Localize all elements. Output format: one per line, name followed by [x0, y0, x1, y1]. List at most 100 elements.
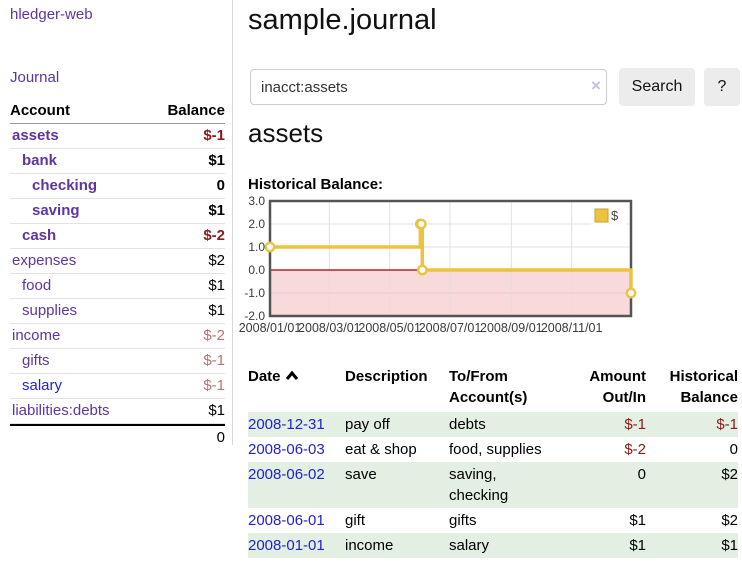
transaction-description: pay off — [345, 412, 449, 437]
account-column-header: Account — [10, 102, 70, 119]
svg-text:2008/03/01: 2008/03/01 — [298, 321, 361, 335]
transaction-row: 2008-06-03 eat & shop food, supplies $-2 0 — [248, 437, 738, 462]
register-rows: 2008-12-31 pay off debts $-1 $-1 2008-06-03 ea… — [248, 412, 738, 558]
svg-text:-1.0: -1.0 — [244, 286, 265, 300]
amount-column-header: Amount Out/In — [561, 364, 646, 412]
svg-text:0.0: 0.0 — [248, 263, 265, 277]
sidebar-account-row: supplies $1 — [10, 299, 225, 324]
transaction-amount: $-2 — [624, 441, 646, 458]
sidebar-account-balance: $2 — [208, 252, 225, 269]
sidebar-account-link[interactable]: checking — [32, 177, 98, 194]
transaction-description: gift — [345, 512, 366, 529]
transaction-balance: $1 — [646, 533, 738, 558]
svg-text:2008/09/01: 2008/09/01 — [480, 321, 543, 335]
sidebar-account-row: salary $-1 — [10, 374, 225, 399]
help-button[interactable]: ? — [704, 68, 740, 106]
transaction-amount: $-1 — [561, 412, 646, 437]
svg-text:-2.0: -2.0 — [244, 309, 265, 323]
svg-text:2008/11/01: 2008/11/01 — [541, 321, 603, 335]
transaction-balance: $2 — [721, 512, 738, 529]
sidebar-account-link[interactable]: income — [12, 327, 61, 344]
clear-search-icon[interactable]: × — [591, 76, 601, 95]
sidebar-account-balance: $-1 — [203, 352, 225, 369]
page-title: sample.journal — [248, 4, 437, 36]
sidebar-account-row: bank $1 — [10, 149, 225, 174]
sidebar-account-row: liabilities:debts $1 — [10, 399, 225, 424]
amount-header-line1: Amount — [589, 368, 646, 385]
sidebar-accounts-header: Account Balance — [10, 99, 225, 124]
tofrom-header-line2: Account(s) — [449, 389, 528, 406]
sidebar-account-row: saving $1 — [10, 199, 225, 224]
sidebar-account-row: food $1 — [10, 274, 225, 299]
svg-text:3.0: 3.0 — [248, 194, 265, 208]
sidebar-account-row: assets $-1 — [10, 124, 225, 149]
date-column-header[interactable]: Date — [248, 364, 345, 412]
historical-balance-chart: $3.0 2.0 1.0 0.0 -1.0 -2.02008/01/012008/03/0… — [239, 194, 637, 335]
sidebar-account-link[interactable]: assets — [12, 127, 59, 144]
transaction-accounts: food, supplies — [449, 441, 542, 458]
transaction-description: eat & shop — [345, 441, 417, 458]
transaction-date-link[interactable]: 2008-01-01 — [248, 537, 325, 554]
transaction-description: save — [345, 462, 449, 508]
sidebar-account-link[interactable]: salary — [22, 377, 63, 394]
sidebar-account-row: checking 0 — [10, 174, 225, 199]
transaction-description: income — [345, 533, 449, 558]
sidebar-account-link[interactable]: cash — [22, 227, 57, 244]
svg-text:2.0: 2.0 — [248, 217, 265, 231]
svg-text:2008/05/01: 2008/05/01 — [358, 321, 421, 335]
transaction-accounts: debts — [449, 412, 561, 437]
chart-title: Historical Balance: — [248, 176, 384, 193]
date-header-label: Date — [248, 368, 281, 385]
sidebar-total-balance: 0 — [216, 429, 225, 446]
svg-text:2008/07/01: 2008/07/01 — [419, 321, 482, 335]
svg-text:$: $ — [611, 208, 619, 223]
balance-header-line1: Historical — [669, 368, 738, 385]
sidebar-account-balance: $1 — [208, 152, 225, 169]
balance-header-line2: Balance — [680, 389, 738, 406]
transaction-accounts: saving, checking — [449, 462, 561, 508]
balance-column-header: Balance — [167, 102, 225, 119]
transaction-row: 2008-06-01 gift gifts $1 $2 — [248, 508, 738, 533]
sort-ascending-icon — [285, 366, 299, 387]
transaction-date-link[interactable]: 2008-12-31 — [248, 416, 325, 433]
sidebar-account-link[interactable]: supplies — [22, 302, 78, 319]
sidebar-account-row: expenses $2 — [10, 249, 225, 274]
transaction-amount: 0 — [561, 462, 646, 508]
sidebar-account-link[interactable]: food — [22, 277, 52, 294]
transaction-date-link[interactable]: 2008-06-02 — [248, 466, 325, 483]
search-button[interactable]: Search — [619, 68, 695, 106]
transaction-date-link[interactable]: 2008-06-01 — [248, 512, 325, 529]
search-input[interactable] — [250, 69, 607, 105]
historical-balance-chart-wrap: $3.0 2.0 1.0 0.0 -1.0 -2.0 2008/01/01 2008/03/0… — [239, 194, 643, 346]
sidebar-account-link[interactable]: expenses — [12, 252, 77, 269]
sidebar-account-balance: $1 — [208, 402, 225, 419]
sidebar: hledger-web Journal Account Balance asse… — [0, 0, 233, 446]
tofrom-column-header: To/From Account(s) — [449, 364, 561, 412]
sidebar-account-link[interactable]: saving — [32, 202, 80, 219]
account-heading: assets — [248, 118, 324, 148]
tofrom-header-line1: To/From — [449, 368, 508, 385]
sidebar-accounts: assets $-1 bank $1 checking 0 saving $1 cash $-2 e… — [10, 124, 225, 424]
transaction-row: 2008-06-02 save saving, checking 0 $2 — [248, 462, 738, 508]
sidebar-account-link[interactable]: liabilities:debts — [12, 402, 110, 419]
transaction-row: 2008-12-31 pay off debts $-1 $-1 — [248, 412, 738, 437]
svg-text:1.0: 1.0 — [248, 240, 265, 254]
transaction-amount: $1 — [561, 533, 646, 558]
sidebar-account-row: gifts $-1 — [10, 349, 225, 374]
transaction-accounts: gifts — [449, 512, 477, 529]
sidebar-account-balance: $-2 — [203, 227, 225, 244]
register-table: Date Description To/From Account(s) Amou… — [248, 364, 738, 558]
sidebar-item-journal[interactable]: Journal — [10, 69, 60, 86]
transaction-amount: $1 — [629, 512, 646, 529]
transaction-balance: 0 — [729, 441, 738, 458]
sidebar-account-row: cash $-2 — [10, 224, 225, 249]
description-column-header: Description — [345, 368, 428, 385]
sidebar-account-balance: 0 — [216, 177, 225, 194]
sidebar-account-balance: $-1 — [203, 127, 225, 144]
sidebar-account-link[interactable]: gifts — [22, 352, 50, 369]
app-title-link[interactable]: hledger-web — [10, 6, 93, 23]
transaction-date-link[interactable]: 2008-06-03 — [248, 441, 325, 458]
sidebar-account-balance: $-2 — [203, 327, 225, 344]
sidebar-account-link[interactable]: bank — [22, 152, 58, 169]
amount-header-line2: Out/In — [602, 389, 646, 406]
